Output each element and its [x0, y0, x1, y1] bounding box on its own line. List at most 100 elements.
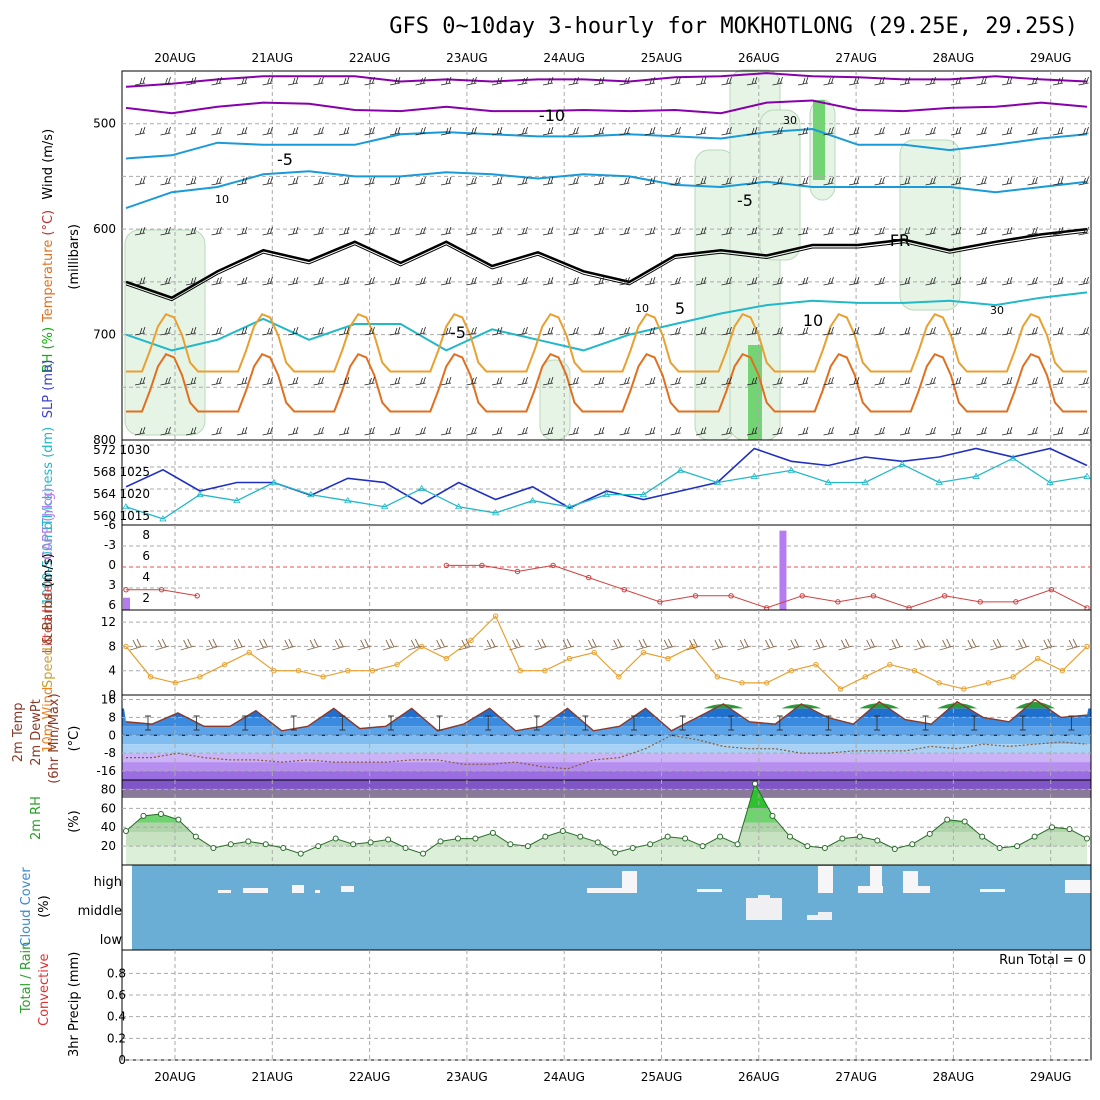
wind-barb: [287, 426, 299, 436]
wind-barb: [823, 326, 834, 336]
wind-barb: [211, 176, 222, 186]
rh-marker: [245, 838, 252, 845]
wind-barb: [644, 376, 656, 386]
mid-cloud: [807, 915, 832, 920]
right-tick-label: 1020: [119, 487, 150, 501]
wind-barb: [797, 426, 809, 436]
wind-barb: [644, 226, 656, 236]
wind-speed-marker: [1010, 674, 1016, 680]
wind-barb: [236, 326, 248, 336]
wind-barb: [466, 226, 477, 236]
wind-barb: [950, 226, 962, 236]
wind-barb: [848, 426, 860, 436]
wind-barb: [823, 426, 834, 436]
wind-barb: [415, 376, 426, 386]
rh-shade-high: [748, 345, 762, 440]
wind-speed-line: [125, 615, 1088, 690]
wind-barb: [160, 376, 171, 386]
wind-barb: [1078, 276, 1089, 286]
wind-barb: [568, 376, 579, 386]
cloud-fill: [132, 865, 1091, 950]
wind-barb: [593, 276, 605, 286]
left-tick-label: 572: [93, 443, 116, 457]
wind-barb: [848, 326, 860, 336]
wind-barb: [389, 126, 401, 136]
high-cloud: [243, 888, 268, 893]
ylabel-part: SLP (mb): [41, 360, 56, 419]
wind-barb: [440, 176, 452, 186]
ylabel-part: (°C): [67, 726, 82, 752]
isotherm-line: [126, 352, 1087, 413]
slp-line: [125, 447, 1088, 509]
minmax-bar: [1019, 715, 1026, 731]
wind-speed-marker: [837, 686, 844, 692]
cloud-panel: high middle low: [78, 864, 1092, 951]
wind-barb: [211, 326, 222, 336]
thickness-marker: [491, 509, 500, 516]
ylabel-part: (°C): [41, 210, 56, 236]
rh-marker: [682, 835, 689, 842]
wind10m-panel: 0 4 8 12: [101, 609, 1092, 702]
thickness-marker: [1046, 478, 1054, 485]
wind-barb: [382, 638, 398, 651]
wind-speed-marker: [320, 674, 326, 680]
wind-speed-marker: [591, 649, 597, 656]
rh-marker: [157, 811, 164, 817]
wind-speed-marker: [739, 680, 745, 686]
wind-barb: [670, 126, 681, 136]
wind-speed-marker: [566, 655, 573, 662]
wind-barb: [389, 376, 401, 386]
wind-barb: [964, 638, 980, 651]
contour-label: 10: [215, 193, 229, 206]
contour-label: 10: [635, 302, 649, 315]
wind-barb: [823, 226, 834, 236]
right-tick-label: 6: [142, 549, 150, 563]
wind-barb: [236, 126, 248, 136]
wind-barb: [287, 176, 299, 186]
wind-barb: [160, 426, 171, 436]
wind-speed-marker: [714, 674, 721, 680]
top-date-label: 26AUG: [738, 51, 780, 65]
wind-barb: [670, 176, 681, 186]
ylabel-part: (millibars): [67, 224, 82, 290]
wind-barb: [711, 638, 727, 651]
wind-barb: [185, 326, 197, 336]
ylabel-part: Wind (m/s): [41, 129, 56, 200]
rh-marker: [821, 845, 828, 851]
contour-label: FR: [890, 231, 910, 250]
wind-barb: [797, 326, 809, 336]
left-tick-label: 3: [108, 578, 116, 592]
wind-barb: [542, 426, 554, 436]
chart-title: GFS 0~10day 3-hourly for MOKHOTLONG (29.…: [389, 14, 1078, 39]
wind-speed-marker: [147, 674, 154, 680]
rh-shade: [124, 229, 206, 436]
cloud-ylabel: Cloud Cover (%): [19, 867, 52, 947]
ylabel-group: 2m Temp: [11, 702, 26, 762]
rh-line: [125, 782, 1088, 855]
contour-label: 5: [675, 299, 685, 318]
wind-barb: [874, 376, 885, 386]
ylabel-group: 2m DewPt: [29, 699, 44, 766]
wind-barb: [950, 326, 962, 336]
rh-marker: [839, 835, 846, 842]
upper-air-panel: 500 600 700 800 -10 -5 -5 FR 5 -5 10 30 10 30 10: [93, 69, 1092, 447]
wind-barb: [517, 426, 528, 436]
wind-barb: [408, 638, 423, 651]
wind-barb: [1001, 426, 1013, 436]
li-marker: [123, 587, 129, 593]
wind-barb: [160, 276, 171, 286]
bottom-date-label: 29AUG: [1030, 1070, 1072, 1084]
li-marker: [550, 562, 556, 569]
rh-marker: [472, 835, 479, 842]
wind-barb: [797, 226, 809, 236]
wind-barb: [976, 426, 987, 436]
y-tick-label: -16: [96, 764, 116, 778]
ylabel-part: Temperature: [41, 240, 56, 323]
thickness-marker: [972, 472, 980, 479]
wind-barb: [746, 426, 758, 436]
cape-bar: [123, 597, 130, 610]
wind-barb: [812, 638, 828, 651]
wind-barb: [440, 276, 452, 286]
wind-barb: [542, 226, 554, 236]
